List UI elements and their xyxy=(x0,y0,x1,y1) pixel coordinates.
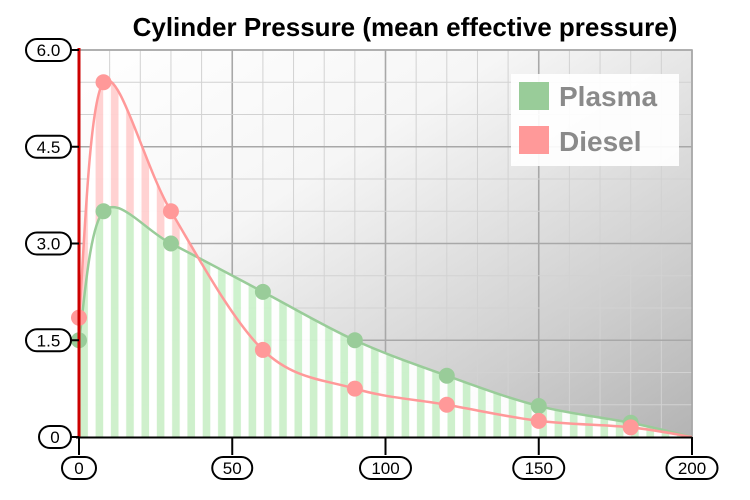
series-markers xyxy=(71,74,639,436)
y-tick-box xyxy=(25,231,72,256)
legend: Plasma Diesel xyxy=(511,74,679,166)
x-tick-box xyxy=(665,456,719,480)
y-tick: 1.5 xyxy=(25,328,79,353)
x-tick: 100 xyxy=(359,437,412,480)
y-tick-box xyxy=(25,38,72,62)
point-diesel xyxy=(438,396,455,413)
chart-title: Cylinder Pressure (mean effective pressu… xyxy=(133,12,678,42)
x-tick-box xyxy=(211,456,254,480)
y-tick-box xyxy=(38,425,72,449)
y-tick-box xyxy=(25,134,72,159)
point-plasma xyxy=(530,398,547,415)
legend-label-diesel: Diesel xyxy=(559,126,642,157)
x-tick-label: 100 xyxy=(371,459,399,478)
x-tick: 200 xyxy=(665,437,719,480)
y-tick-label: 4.5 xyxy=(37,138,61,157)
x-tick-box xyxy=(512,456,566,480)
area-plasma xyxy=(79,207,692,437)
x-tick-box xyxy=(359,456,412,480)
y-tick-label: 1.5 xyxy=(37,331,61,350)
series-areas xyxy=(79,80,692,437)
point-plasma xyxy=(95,203,112,220)
y-tick-label: 6.0 xyxy=(37,41,61,60)
y-tick-box xyxy=(25,328,72,353)
x-tick: 50 xyxy=(211,437,254,480)
point-diesel xyxy=(622,419,639,436)
point-plasma xyxy=(254,283,271,300)
x-tick-label: 200 xyxy=(678,459,706,478)
y-tick: 0 xyxy=(38,425,79,449)
y-tick: 6.0 xyxy=(25,38,79,62)
point-diesel xyxy=(162,203,179,220)
point-diesel xyxy=(95,74,112,91)
point-plasma xyxy=(346,332,363,349)
y-axis-ticks: 0 1.5 3.0 4.5 6.0 xyxy=(25,38,79,449)
legend-label-plasma: Plasma xyxy=(559,81,657,112)
point-diesel xyxy=(346,380,363,397)
legend-swatch-plasma xyxy=(519,82,549,110)
x-tick-label: 150 xyxy=(525,459,553,478)
x-tick-label: 0 xyxy=(74,459,83,478)
x-axis-ticks: 0 50 100 150 200 xyxy=(61,437,719,480)
legend-swatch-diesel xyxy=(519,126,549,154)
x-tick-box xyxy=(61,456,97,480)
y-tick: 3.0 xyxy=(25,231,79,256)
y-tick-label: 3.0 xyxy=(37,235,61,254)
point-diesel xyxy=(530,412,547,429)
x-tick: 150 xyxy=(512,437,566,480)
x-tick-label: 50 xyxy=(223,459,242,478)
point-plasma xyxy=(438,367,455,384)
x-tick: 0 xyxy=(61,437,97,480)
point-plasma xyxy=(162,235,179,252)
y-tick: 4.5 xyxy=(25,134,79,159)
y-tick-label: 0 xyxy=(50,428,59,447)
point-diesel xyxy=(254,341,271,358)
